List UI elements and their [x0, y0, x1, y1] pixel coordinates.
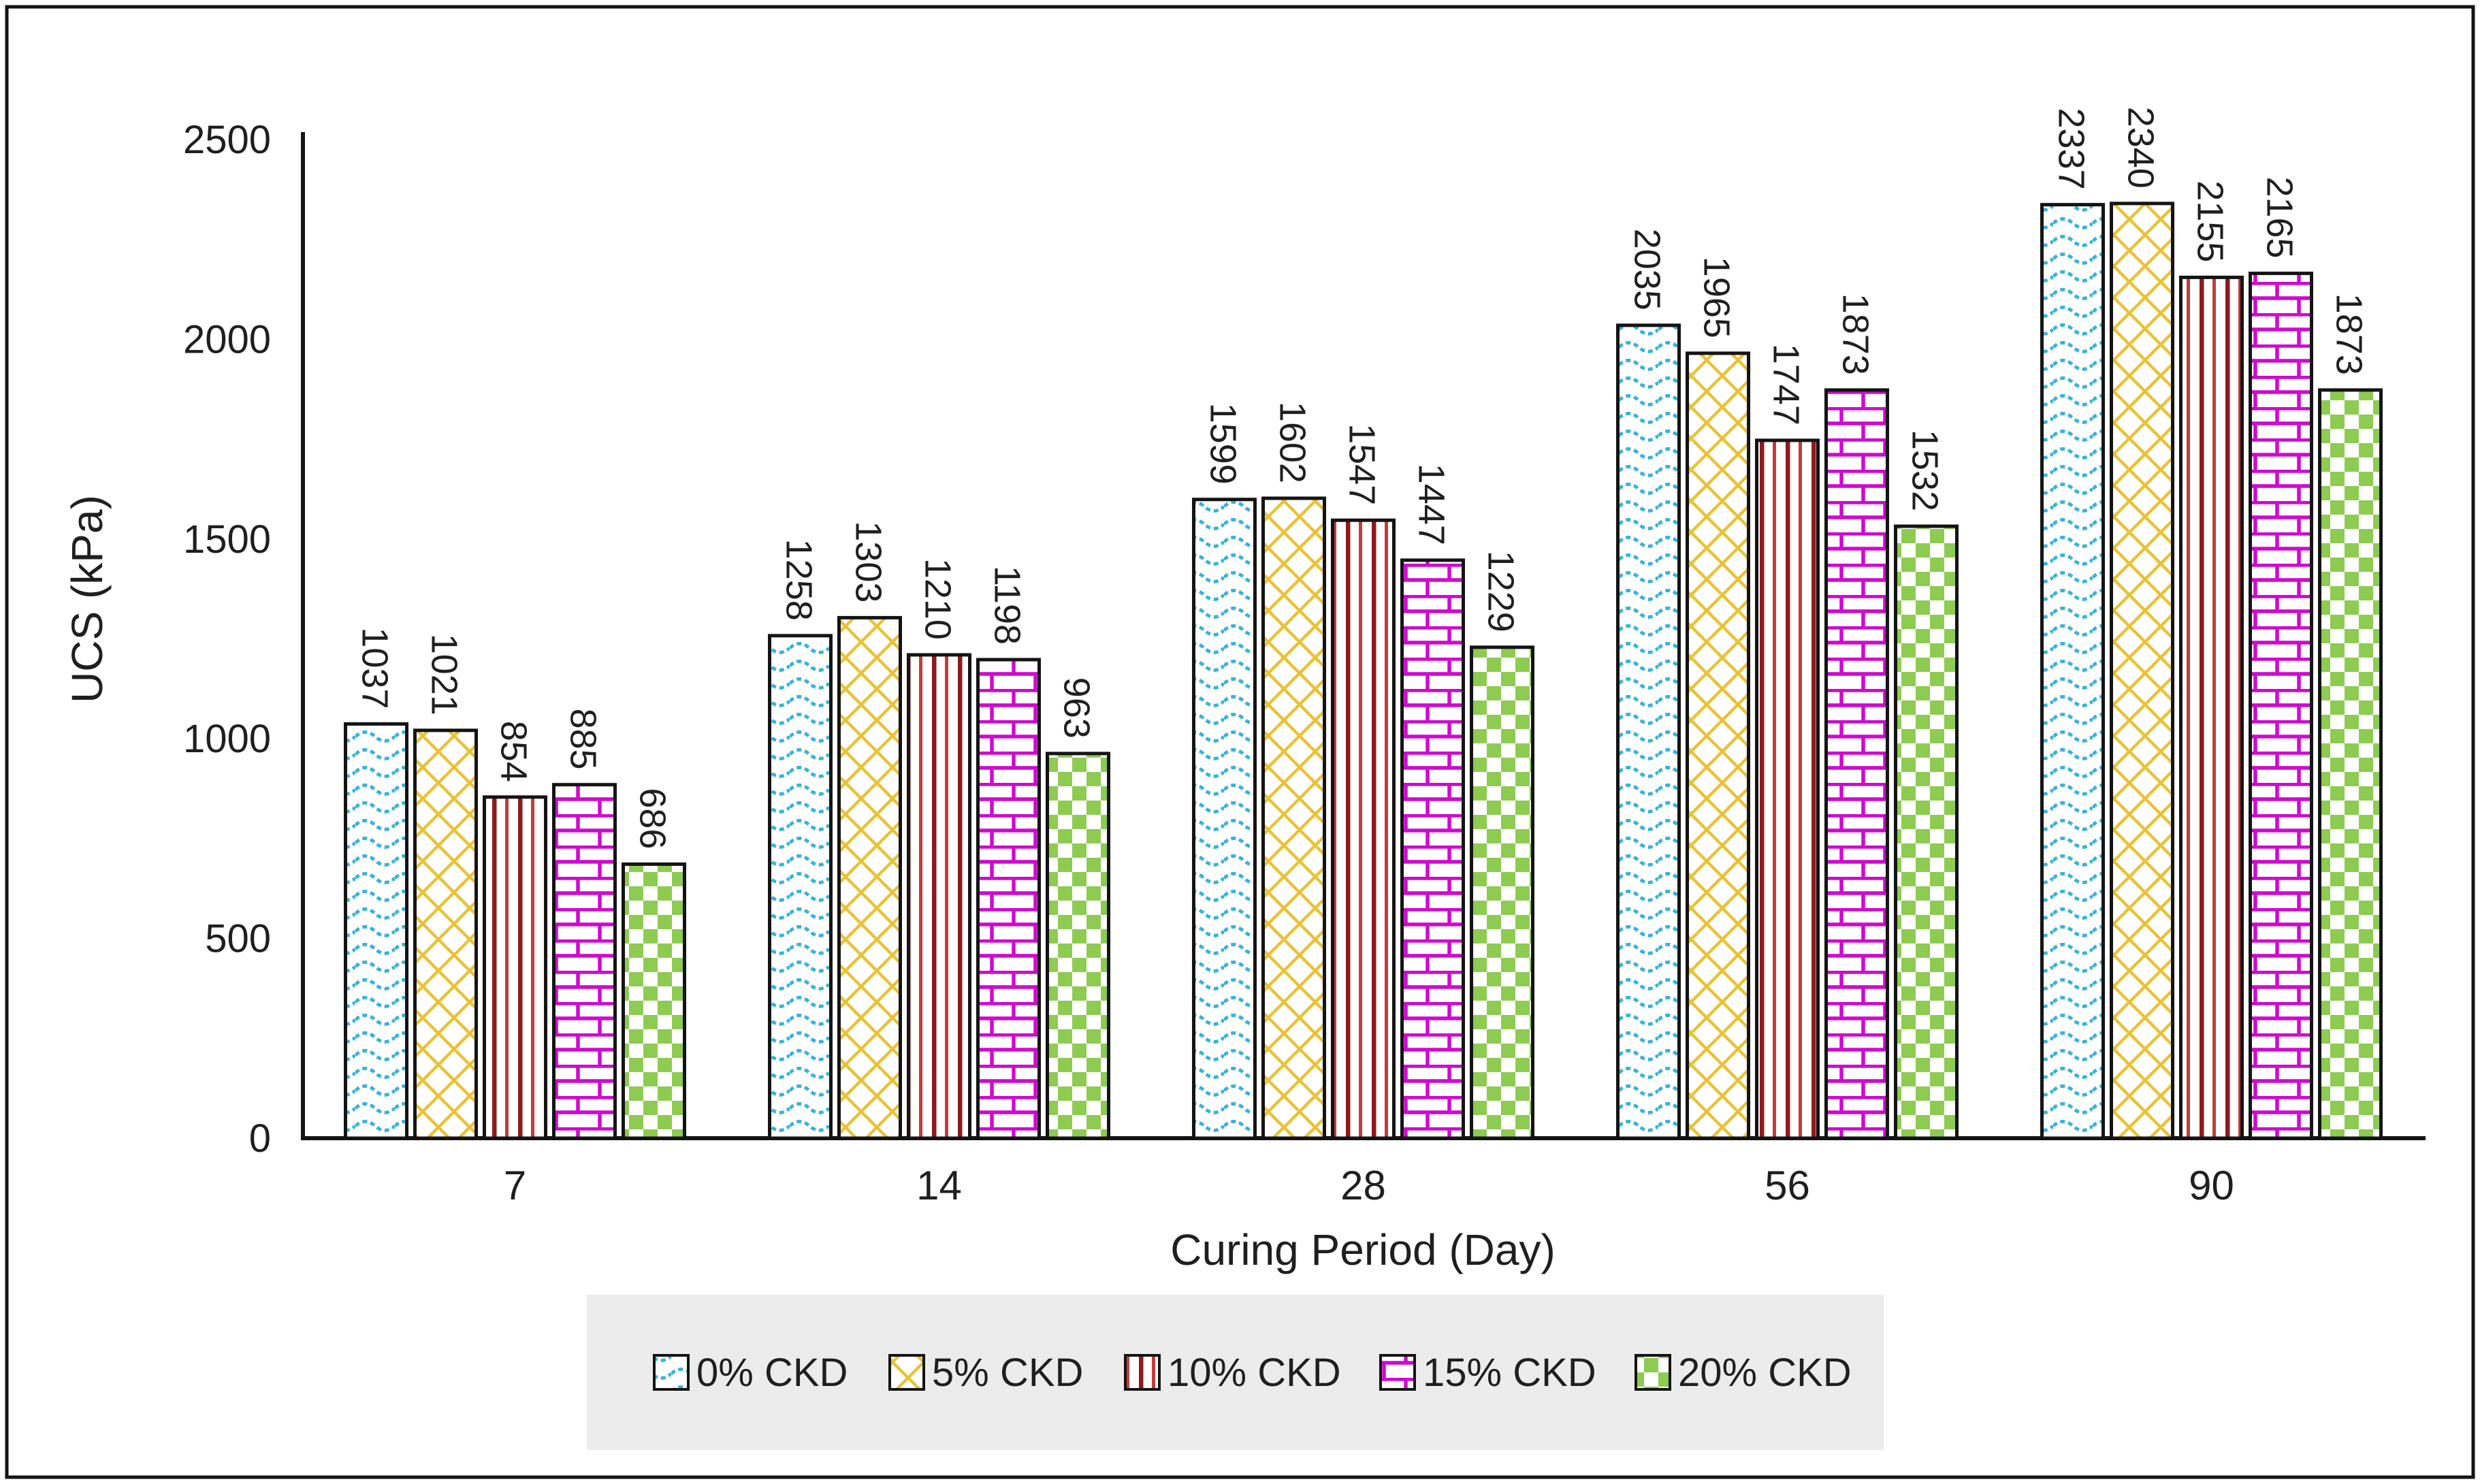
- bar-value-label: 1873: [1835, 293, 1876, 375]
- bar-value-label: 1602: [1272, 402, 1313, 483]
- legend-label: 5% CKD: [932, 1351, 1083, 1395]
- bar-value-label: 2035: [1627, 229, 1668, 310]
- legend-swatch-15CKD: [1379, 1354, 1416, 1391]
- bar-value-label: 1198: [987, 566, 1028, 645]
- bar-value-label: 2165: [2259, 176, 2300, 258]
- bar-groups: [344, 201, 2383, 1140]
- bar-20CKD-day7: [622, 862, 686, 1140]
- x-axis-tick-labels: 7 14 28 56 90: [504, 1163, 2234, 1208]
- bar-0CKD-day14: [768, 634, 833, 1140]
- bar-5CKD-day7: [413, 728, 478, 1140]
- legend: 0% CKD 5% CKD 10% CKD 15% CKD 20% CKD: [587, 1295, 1884, 1450]
- legend-swatch-20CKD: [1634, 1354, 1671, 1391]
- y-axis-tick-labels: 0 500 1000 1500 2000 2500: [183, 118, 271, 1161]
- chart-border: [5, 5, 2475, 1479]
- bar-15CKD-day28: [1400, 558, 1465, 1140]
- bar-value-label: 854: [494, 721, 534, 782]
- legend-swatch-5CKD: [888, 1354, 925, 1391]
- bar-value-label: 1229: [1481, 551, 1521, 632]
- bar-value-label: 2155: [2190, 180, 2231, 262]
- legend-swatch-0CKD: [653, 1354, 690, 1391]
- y-tick-label: 2500: [183, 118, 271, 162]
- bar-value-label: 1303: [848, 521, 889, 602]
- bar-value-label: 1258: [779, 539, 820, 621]
- bar-value-label: 1447: [1411, 464, 1452, 545]
- bar-value-label: 885: [563, 709, 604, 770]
- bar-15CKD-day14: [976, 658, 1041, 1140]
- bar-20CKD-day28: [1470, 645, 1534, 1140]
- bar-20CKD-day90: [2318, 388, 2383, 1140]
- bar-value-label: 1965: [1696, 257, 1737, 338]
- bar-value-label: 1210: [918, 558, 959, 640]
- y-tick-label: 0: [249, 1116, 271, 1161]
- bar-value-label: 1599: [1203, 403, 1244, 485]
- bar-10CKD-day90: [2179, 275, 2244, 1140]
- bar-value-label: 1547: [1342, 423, 1383, 505]
- bar-10CKD-day56: [1755, 438, 1820, 1140]
- x-tick-label: 14: [916, 1163, 962, 1208]
- bar-value-label: 1037: [355, 627, 396, 709]
- x-tick-label: 56: [1765, 1163, 1810, 1208]
- bar-15CKD-day90: [2249, 272, 2313, 1140]
- bar-20CKD-day14: [1046, 752, 1110, 1140]
- y-tick-label: 1500: [183, 517, 271, 562]
- bar-value-labels: 1037 1021 854 885 686 1258 1303 1210 1198 963 1599…: [355, 107, 2370, 850]
- bar-10CKD-day28: [1331, 518, 1396, 1140]
- x-tick-label: 7: [504, 1163, 526, 1208]
- x-tick-label: 28: [1340, 1163, 1386, 1208]
- x-tick-label: 90: [2189, 1163, 2234, 1208]
- bar-value-label: 1021: [424, 634, 465, 715]
- y-tick-label: 1000: [183, 717, 271, 761]
- bar-5CKD-day56: [1686, 351, 1750, 1140]
- bar-value-label: 1532: [1905, 430, 1946, 511]
- bar-value-label: 2340: [2121, 107, 2161, 189]
- x-axis-title: Curing Period (Day): [1170, 1225, 1556, 1274]
- bar-0CKD-day7: [344, 722, 408, 1140]
- bar-5CKD-day28: [1261, 496, 1326, 1140]
- legend-label: 15% CKD: [1423, 1351, 1596, 1395]
- bar-10CKD-day14: [907, 653, 971, 1140]
- bar-0CKD-day90: [2040, 203, 2105, 1140]
- bar-5CKD-day90: [2110, 201, 2174, 1140]
- y-tick-label: 2000: [183, 317, 271, 361]
- legend-swatch-10CKD: [1124, 1354, 1161, 1391]
- bar-value-label: 1747: [1766, 344, 1807, 425]
- legend-label: 20% CKD: [1678, 1351, 1852, 1395]
- bar-5CKD-day14: [837, 615, 902, 1140]
- bar-10CKD-day7: [483, 795, 547, 1140]
- legend-label: 10% CKD: [1167, 1351, 1341, 1395]
- y-tick-label: 500: [205, 917, 271, 961]
- bar-value-label: 1873: [2329, 293, 2370, 375]
- bar-value-label: 2337: [2051, 108, 2092, 190]
- bar-0CKD-day28: [1192, 498, 1257, 1140]
- bar-value-label: 686: [632, 788, 673, 849]
- legend-label: 0% CKD: [696, 1351, 848, 1395]
- bar-20CKD-day56: [1894, 524, 1959, 1140]
- bar-0CKD-day56: [1616, 323, 1681, 1140]
- bar-15CKD-day7: [552, 783, 617, 1140]
- y-axis-title: UCS (kPa): [63, 495, 112, 703]
- bar-15CKD-day56: [1824, 388, 1889, 1140]
- bar-value-label: 963: [1057, 677, 1097, 739]
